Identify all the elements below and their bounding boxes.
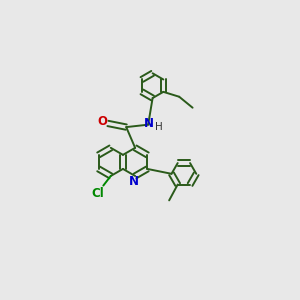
Text: H: H xyxy=(155,122,162,132)
Text: O: O xyxy=(98,116,108,128)
Text: N: N xyxy=(144,117,154,130)
Text: Cl: Cl xyxy=(91,187,104,200)
Text: N: N xyxy=(129,175,139,188)
